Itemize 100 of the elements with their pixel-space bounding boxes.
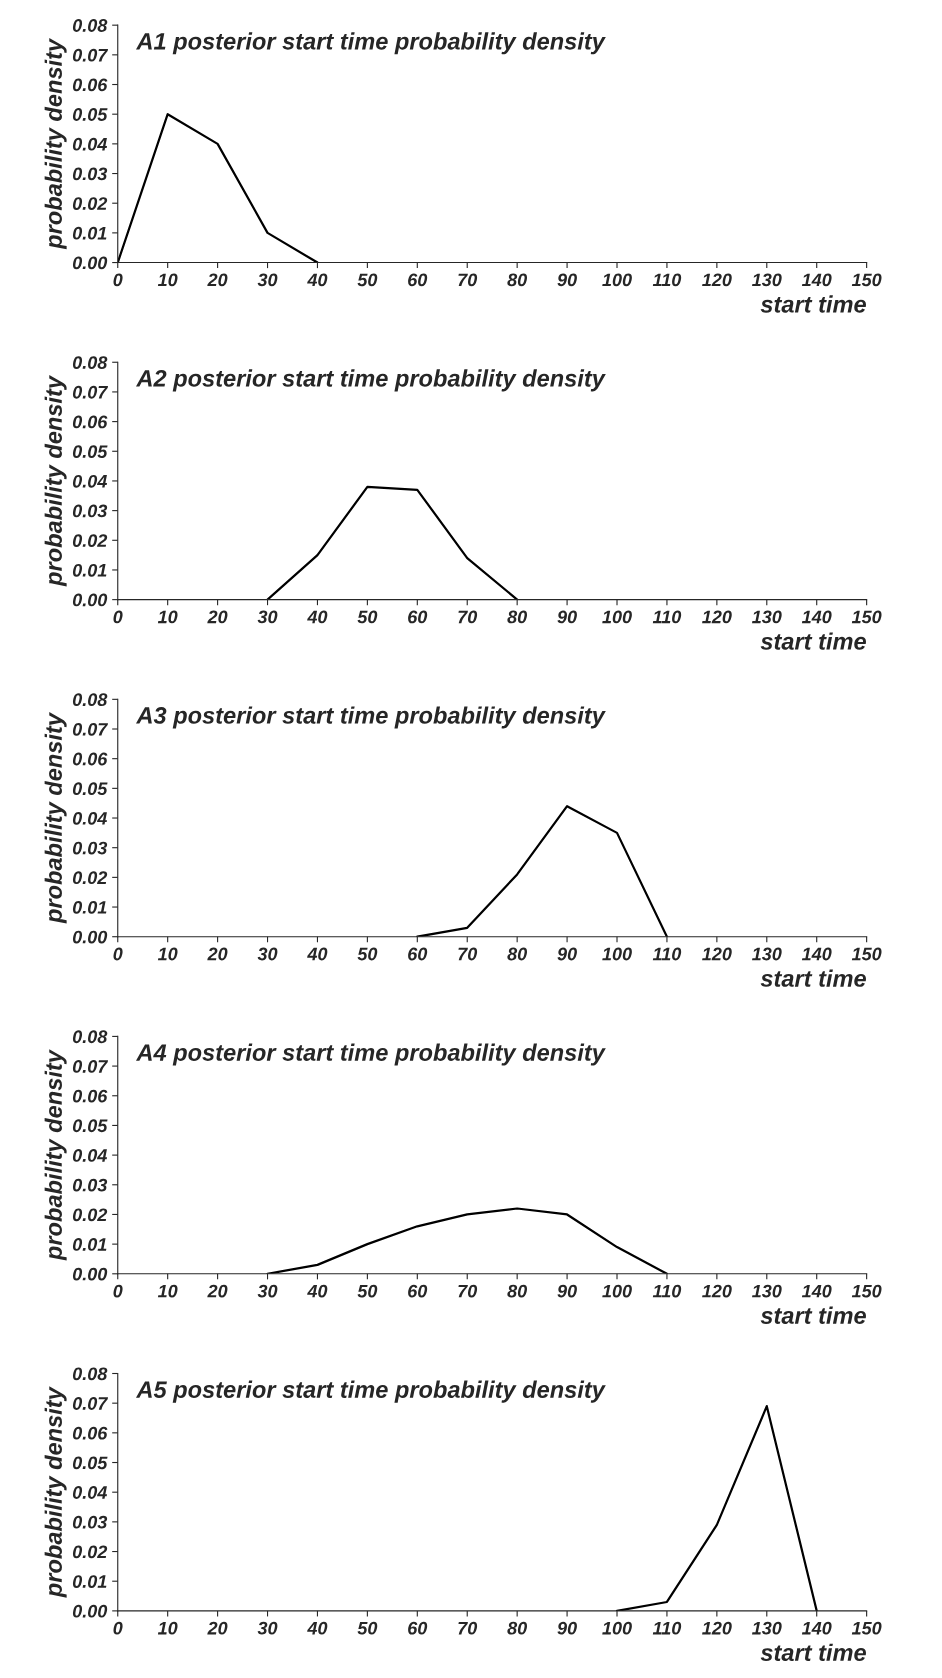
x-tick-label: 70 — [458, 947, 478, 961]
y-tick-label: 0.07 — [72, 1397, 109, 1410]
x-tick-label: 10 — [157, 273, 178, 287]
y-tick-label: 0.07 — [72, 385, 109, 399]
x-axis-title: start time — [760, 632, 866, 650]
x-tick-label: 80 — [507, 1621, 528, 1635]
x-axis-title: start time — [760, 1306, 866, 1324]
x-tick-label: 150 — [851, 610, 882, 624]
y-tick-label: 0.05 — [72, 1456, 108, 1470]
x-tick-label: 40 — [307, 273, 328, 287]
x-tick-label: 90 — [557, 947, 577, 961]
x-tick-label: 0 — [113, 273, 123, 287]
x-tick-label: 120 — [702, 1621, 732, 1635]
x-tick-label: 30 — [257, 947, 278, 961]
x-tick-label: 70 — [458, 273, 478, 287]
x-tick-label: 100 — [602, 1284, 632, 1298]
y-tick-label: 0.00 — [72, 1604, 108, 1618]
x-tick-label: 10 — [157, 947, 178, 961]
y-tick-label: 0.04 — [72, 811, 108, 825]
x-tick-label: 10 — [157, 1621, 178, 1635]
x-tick-label: 100 — [602, 273, 632, 287]
y-tick-label: 0.01 — [72, 1575, 107, 1588]
y-tick-label: 0.01 — [72, 226, 107, 240]
y-tick-label: 0.08 — [72, 693, 108, 707]
x-tick-label: 20 — [207, 610, 228, 624]
line-series — [416, 805, 669, 937]
x-tick-label: 110 — [652, 1284, 682, 1298]
x-tick-label: 140 — [801, 610, 832, 624]
x-tick-label: 20 — [207, 947, 228, 961]
y-tick-label: 0.06 — [72, 752, 108, 766]
x-tick-label: 80 — [507, 610, 528, 624]
x-tick-label: 30 — [257, 273, 278, 287]
x-tick-label: 140 — [801, 1621, 832, 1635]
x-tick-label: 70 — [458, 1284, 478, 1298]
y-tick-label: 0.00 — [72, 930, 108, 944]
x-tick-label: 140 — [801, 947, 832, 961]
x-tick-label: 110 — [652, 1621, 682, 1635]
y-tick-label: 0.00 — [72, 1267, 108, 1281]
y-tick-label: 0.05 — [72, 1119, 108, 1133]
y-tick-label: 0.06 — [72, 415, 108, 429]
x-tick-label: 40 — [307, 1284, 328, 1298]
x-tick-label: 90 — [557, 1284, 577, 1298]
x-tick-label: 20 — [207, 1284, 228, 1298]
y-tick-label: 0.02 — [72, 534, 108, 548]
x-tick-label: 120 — [702, 947, 732, 961]
x-tick-label: 120 — [702, 273, 732, 287]
x-tick-label: 150 — [851, 947, 882, 961]
x-tick-label: 0 — [113, 947, 123, 961]
x-tick-label: 130 — [752, 1621, 782, 1635]
x-tick-label: 30 — [257, 1621, 278, 1635]
y-tick-label: 0.04 — [72, 1486, 108, 1499]
x-tick-label: 90 — [557, 1621, 577, 1635]
x-tick-label: 10 — [157, 610, 178, 624]
x-tick-label: 130 — [752, 610, 782, 624]
x-tick-label: 40 — [307, 610, 328, 624]
x-tick-label: 100 — [602, 610, 632, 624]
y-tick-label: 0.03 — [72, 1178, 108, 1192]
x-tick-label: 150 — [851, 273, 882, 287]
x-tick-label: 120 — [702, 610, 732, 624]
x-axis-title: start time — [760, 295, 866, 313]
chart-title: A1 posterior start time probability density — [135, 32, 606, 55]
y-tick-label: 0.08 — [72, 356, 108, 369]
y-tick-label: 0.01 — [72, 1238, 107, 1251]
y-tick-label: 0.00 — [72, 256, 108, 270]
x-tick-label: 100 — [602, 947, 632, 961]
x-tick-label: 40 — [307, 947, 328, 961]
x-tick-label: 50 — [357, 1284, 378, 1298]
y-tick-label: 0.03 — [72, 1515, 108, 1529]
line-series — [615, 1405, 818, 1611]
x-tick-label: 50 — [357, 1621, 378, 1635]
x-tick-label: 60 — [408, 610, 428, 624]
x-tick-label: 140 — [801, 1284, 832, 1298]
x-tick-label: 60 — [408, 1621, 428, 1635]
y-tick-label: 0.05 — [72, 108, 108, 121]
y-axis-title: probability density — [44, 1049, 67, 1261]
chart-title: A3 posterior start time probability density — [135, 706, 606, 729]
x-tick-label: 60 — [408, 947, 428, 961]
x-tick-label: 120 — [702, 1284, 732, 1298]
x-tick-label: 110 — [652, 610, 682, 624]
y-tick-label: 0.03 — [72, 841, 108, 855]
x-tick-label: 30 — [257, 610, 278, 624]
x-tick-label: 80 — [507, 1284, 528, 1298]
y-tick-label: 0.02 — [72, 1545, 108, 1559]
y-tick-label: 0.04 — [72, 137, 108, 151]
x-tick-label: 110 — [652, 947, 682, 961]
x-tick-label: 60 — [408, 273, 428, 287]
y-tick-label: 0.01 — [72, 900, 107, 914]
x-tick-label: 0 — [113, 610, 123, 624]
x-axis-title: start time — [760, 969, 866, 987]
y-tick-label: 0.01 — [72, 563, 107, 577]
y-tick-label: 0.03 — [72, 167, 108, 181]
x-tick-label: 10 — [157, 1284, 178, 1298]
line-series — [266, 485, 519, 600]
y-axis-title: probability density — [44, 712, 67, 924]
x-tick-label: 40 — [307, 1621, 328, 1635]
y-axis-title: probability density — [44, 1386, 67, 1598]
x-tick-label: 140 — [801, 273, 832, 287]
x-tick-label: 70 — [458, 610, 478, 624]
y-tick-label: 0.03 — [72, 504, 108, 518]
x-axis-title: start time — [760, 1643, 866, 1662]
